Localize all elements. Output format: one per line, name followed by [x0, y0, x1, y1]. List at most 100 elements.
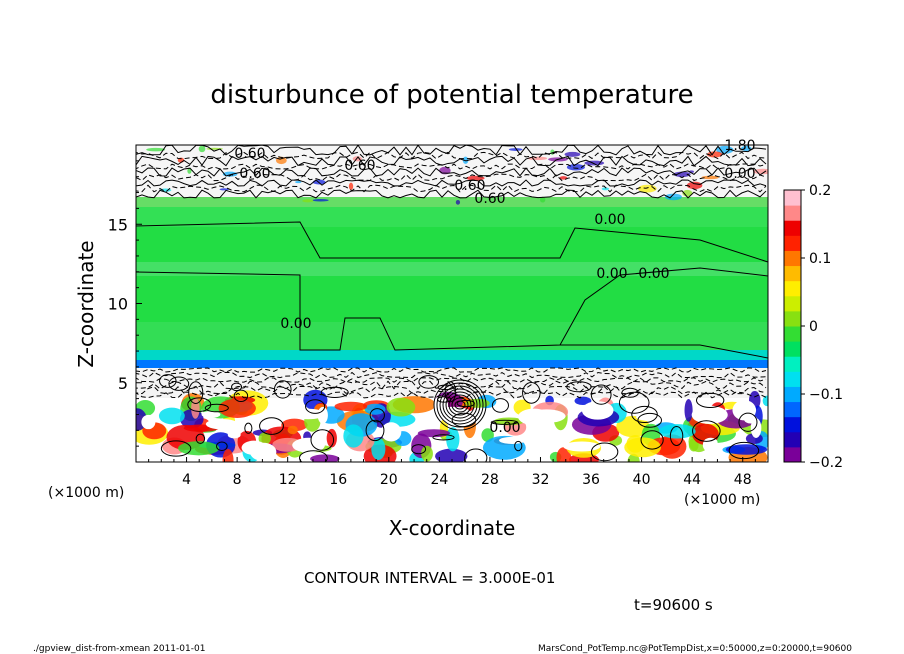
- x-tick-label-0: 4: [182, 472, 191, 488]
- blob: [295, 180, 302, 184]
- contour-line: [432, 434, 455, 441]
- contour-line: [136, 367, 767, 373]
- colorbar-swatch-5: [784, 371, 801, 387]
- contour-line: [160, 440, 192, 457]
- contour-line: [305, 399, 326, 414]
- colorbar-tick-label-2: 0: [809, 319, 818, 335]
- colorbar-swatch-2: [784, 416, 801, 433]
- contour-line: [136, 391, 767, 399]
- blob: [158, 407, 185, 425]
- blob: [334, 401, 368, 412]
- contour-line: [136, 380, 767, 390]
- contour-label-10: 0.00: [489, 420, 520, 436]
- blob: [146, 147, 166, 152]
- blob: [691, 405, 728, 424]
- y-axis-label: Z-coordinate: [74, 240, 98, 367]
- x-axis-label: X-coordinate: [389, 516, 516, 540]
- contour-line: [320, 386, 349, 398]
- contour-line: [136, 371, 767, 379]
- x-tick-label-5: 24: [430, 472, 448, 488]
- blob: [686, 181, 703, 190]
- colorbar-swatch-1: [784, 431, 801, 448]
- colorbar-swatch-8: [784, 326, 801, 342]
- blob: [381, 422, 402, 442]
- blob: [435, 448, 468, 462]
- contour-line: [590, 442, 619, 462]
- contour-line: [204, 403, 229, 413]
- blob: [218, 398, 256, 418]
- colorbar-tick-label-1: 0.1: [809, 251, 831, 267]
- x-unit-left: (×1000 m): [48, 485, 124, 501]
- x-tick-label-8: 36: [582, 472, 600, 488]
- contour-line: [136, 173, 767, 182]
- contour-line: [445, 391, 475, 419]
- blob: [201, 411, 221, 418]
- contour-line: [637, 412, 662, 428]
- blob: [566, 164, 585, 171]
- x-tick-label-1: 8: [233, 472, 242, 488]
- field-top-white: [136, 145, 768, 197]
- contour-line: [310, 429, 335, 451]
- x-tick-label-4: 20: [380, 472, 398, 488]
- contour-line: [522, 381, 541, 404]
- contour-label-4: 0.60: [474, 191, 505, 207]
- blob: [343, 424, 364, 448]
- contour-line: [136, 167, 767, 177]
- time-label: t=90600 s: [634, 596, 713, 614]
- colorbar-swatch-7: [784, 341, 801, 357]
- contour-line: [216, 441, 228, 451]
- contour-line: [695, 392, 725, 408]
- contour-line: [136, 145, 767, 156]
- contour-line: [442, 388, 478, 422]
- blob: [740, 145, 752, 152]
- blob: [636, 412, 673, 422]
- contour-line: [273, 380, 292, 399]
- colorbar-swatch-17: [784, 190, 801, 206]
- x-tick-label-7: 32: [532, 472, 550, 488]
- contour-line: [640, 430, 664, 450]
- blob: [527, 409, 566, 423]
- colorbar-swatch-16: [784, 205, 801, 221]
- blob: [753, 168, 768, 175]
- blob: [673, 171, 691, 177]
- x-tick-label-10: 44: [683, 472, 701, 488]
- colorbar-swatch-11: [784, 280, 801, 297]
- contour-label-8: 0.00: [596, 266, 627, 282]
- heatmap-field: [136, 145, 768, 462]
- blob: [682, 189, 693, 197]
- blob: [684, 398, 693, 422]
- blob: [287, 425, 298, 435]
- contour-line: [136, 151, 767, 160]
- blob: [701, 175, 719, 180]
- blob: [581, 401, 614, 420]
- colorbar-ticks: 0.2 0.1 0 −0.1 −0.2: [801, 183, 843, 471]
- contour-labels: 0.600.60 0.600.600.601.800.000.000.00 0.00…: [234, 138, 755, 436]
- contour-line: [728, 441, 760, 460]
- field-band-upper: [136, 205, 768, 227]
- blob: [348, 182, 354, 190]
- blob: [222, 449, 234, 462]
- colorbar-swatch-9: [784, 310, 801, 327]
- colorbar: [784, 190, 801, 463]
- x-tick-label-9: 40: [633, 472, 651, 488]
- contour-line: [464, 448, 488, 462]
- blob: [371, 438, 386, 460]
- y-axis: 5 10 15: [108, 160, 142, 447]
- contour-line: [418, 375, 440, 389]
- x-tick-label-11: 48: [734, 472, 752, 488]
- y-tick-label-1: 10: [108, 295, 128, 314]
- blob: [703, 437, 718, 448]
- contour-line: [136, 179, 767, 187]
- contour-label-1: 0.60: [239, 166, 270, 182]
- contour-line: [514, 440, 523, 452]
- contour-line: [136, 377, 767, 383]
- contour-line: [136, 184, 767, 193]
- footer-right: MarsCond_PotTemp.nc@PotTempDist,x=0:5000…: [538, 644, 852, 654]
- contour-label-5: 1.80: [724, 138, 755, 154]
- colorbar-swatch-3: [784, 401, 801, 418]
- contour-line: [411, 444, 427, 455]
- blob: [310, 454, 340, 462]
- blob: [291, 408, 326, 420]
- x-tick-label-6: 28: [481, 472, 499, 488]
- blob: [574, 396, 592, 406]
